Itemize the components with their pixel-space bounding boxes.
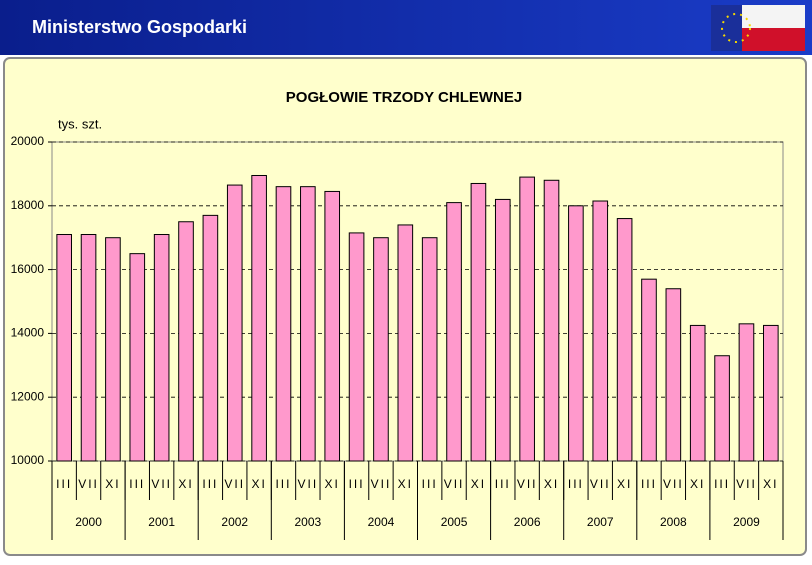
bar (592, 200, 609, 462)
bar (641, 278, 657, 462)
x-tick-label: VII (444, 477, 465, 491)
x-tick-label: III (202, 477, 218, 491)
x-tick-label: XI (251, 477, 266, 491)
year-label: 2002 (221, 515, 248, 529)
x-tick-label: XI (398, 477, 413, 491)
x-tick-label: VII (663, 477, 684, 491)
x-tick-label: VII (78, 477, 99, 491)
year-label: 2005 (441, 515, 468, 529)
bar (421, 237, 438, 462)
x-tick-label: XI (178, 477, 193, 491)
bar (616, 218, 633, 462)
bar (373, 237, 389, 462)
bar (543, 179, 560, 462)
year-label: 2007 (587, 515, 614, 529)
bar (446, 202, 462, 462)
bar (178, 221, 194, 462)
bar (56, 234, 72, 462)
bar (763, 324, 779, 462)
header-title: Ministerstwo Gospodarki (32, 17, 247, 37)
x-tick-label: XI (105, 477, 120, 491)
bar (689, 324, 706, 462)
bar (568, 205, 584, 462)
bar (153, 234, 170, 462)
chart-title: POGŁOWIE TRZODY CHLEWNEJ (286, 89, 522, 106)
x-tick-label: VII (298, 477, 319, 491)
header-bar (0, 0, 812, 55)
bar (275, 186, 292, 462)
bar (348, 232, 365, 462)
x-tick-label: VII (517, 477, 538, 491)
bar (129, 253, 146, 462)
bar (226, 184, 243, 462)
bar (202, 214, 219, 462)
y-tick-label: 12000 (11, 389, 45, 403)
bar (251, 174, 267, 462)
x-tick-label: III (641, 477, 657, 491)
y-axis-label: tys. szt. (58, 116, 102, 131)
bar (324, 190, 341, 462)
bar (397, 224, 414, 462)
y-tick-label: 10000 (11, 453, 45, 467)
bar (80, 234, 97, 462)
year-label: 2003 (294, 515, 321, 529)
year-label: 2001 (148, 515, 175, 529)
year-label: 2006 (514, 515, 541, 529)
bar (470, 182, 487, 462)
y-tick-label: 14000 (11, 326, 45, 340)
year-label: 2009 (733, 515, 760, 529)
bar (519, 176, 535, 462)
x-tick-label: III (422, 477, 438, 491)
x-tick-label: VII (590, 477, 611, 491)
bar (105, 237, 121, 462)
y-tick-label: 20000 (11, 134, 45, 148)
year-label: 2008 (660, 515, 687, 529)
x-tick-label: III (129, 477, 145, 491)
x-tick-label: III (275, 477, 291, 491)
year-label: 2000 (75, 515, 102, 529)
x-tick-label: VII (224, 477, 245, 491)
x-tick-label: III (56, 477, 72, 491)
bar (714, 355, 730, 462)
bar (494, 198, 511, 462)
y-tick-label: 18000 (11, 198, 45, 212)
x-tick-label: III (349, 477, 365, 491)
bar (665, 288, 682, 462)
plot-area (51, 141, 784, 462)
x-tick-label: XI (690, 477, 705, 491)
x-tick-label: III (568, 477, 584, 491)
x-tick-label: XI (763, 477, 778, 491)
x-tick-label: VII (736, 477, 757, 491)
x-tick-label: VII (151, 477, 172, 491)
x-tick-label: XI (471, 477, 486, 491)
x-tick-label: VII (371, 477, 392, 491)
x-tick-label: III (714, 477, 730, 491)
flag (711, 5, 805, 51)
bar (738, 323, 755, 462)
x-tick-label: XI (544, 477, 559, 491)
bar (300, 186, 316, 462)
year-label: 2004 (368, 515, 395, 529)
y-tick-label: 16000 (11, 262, 45, 276)
x-tick-label: XI (617, 477, 632, 491)
x-tick-label: III (495, 477, 511, 491)
x-tick-label: XI (325, 477, 340, 491)
